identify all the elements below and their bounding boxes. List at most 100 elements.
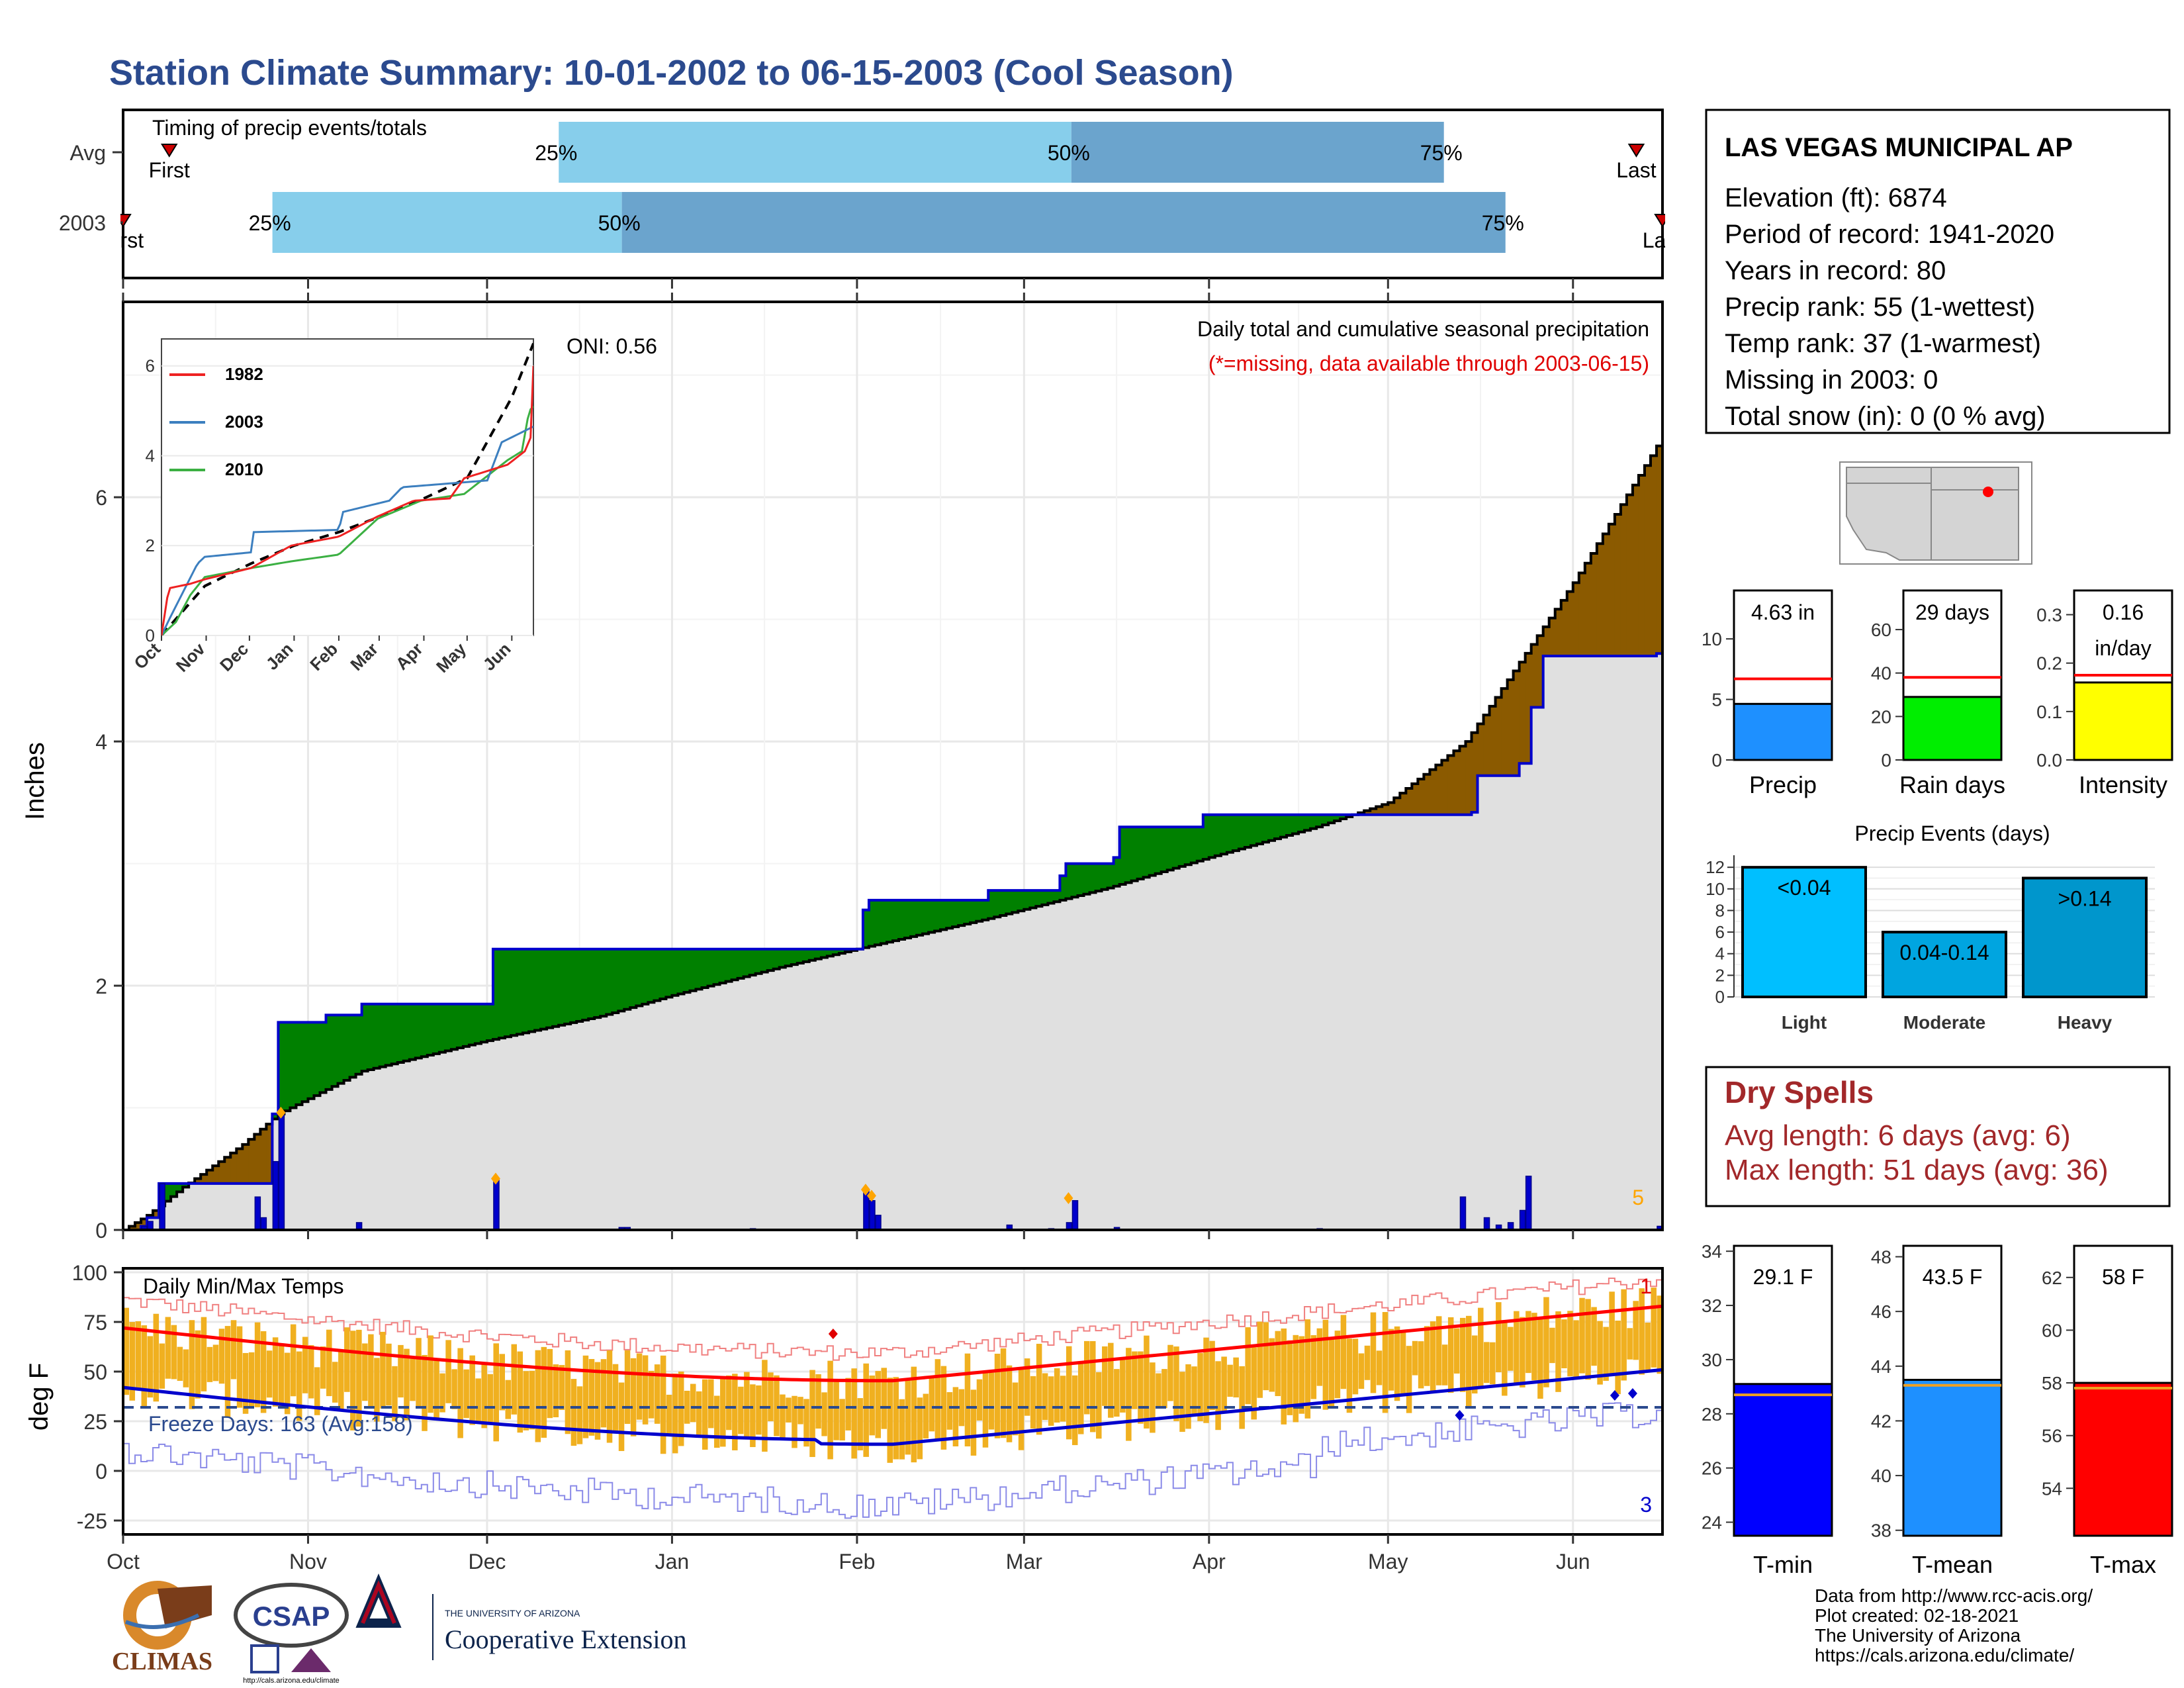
credit-line: Data from http://www.rcc-acis.org/ bbox=[1815, 1585, 2093, 1606]
above-average-fill bbox=[1173, 827, 1180, 868]
daily-temp-bar bbox=[1298, 1336, 1305, 1414]
daily-temp-bar bbox=[1645, 1323, 1651, 1370]
credits: Data from http://www.rcc-acis.org/ Plot … bbox=[1815, 1585, 2093, 1665]
precip-note: Daily total and cumulative seasonal prec… bbox=[1197, 317, 1649, 341]
above-average-fill bbox=[988, 890, 995, 919]
above-average-fill bbox=[1340, 814, 1347, 819]
figure-title: Station Climate Summary: 10-01-2002 to 0… bbox=[109, 53, 1234, 93]
daily-temp-bar bbox=[1382, 1312, 1388, 1413]
daily-temp-bar bbox=[517, 1351, 523, 1433]
daily-temp-bar bbox=[1376, 1350, 1383, 1385]
daily-temp-bar bbox=[356, 1329, 362, 1427]
temp-bar-value: 58 F bbox=[2102, 1265, 2144, 1289]
daily-temp-bar bbox=[374, 1358, 380, 1422]
summary-bar-value: 0.16 bbox=[2103, 600, 2144, 624]
above-average-fill bbox=[785, 949, 792, 966]
daily-temp-bar bbox=[433, 1358, 439, 1419]
daily-temp-bar bbox=[744, 1372, 750, 1438]
above-average-fill bbox=[553, 949, 559, 1027]
daily-precip-bar bbox=[260, 1217, 267, 1230]
above-average-fill bbox=[421, 1004, 428, 1057]
above-average-fill bbox=[725, 949, 733, 982]
heavy-event-marker bbox=[276, 1106, 286, 1119]
daily-temp-bar bbox=[1561, 1319, 1567, 1368]
daily-temp-bar bbox=[1209, 1340, 1215, 1411]
daily-temp-bar bbox=[899, 1399, 905, 1460]
below-average-fill bbox=[1578, 573, 1586, 656]
below-average-fill bbox=[1495, 697, 1502, 776]
above-average-fill bbox=[1113, 857, 1120, 886]
above-average-fill bbox=[588, 949, 595, 1019]
daily-temp-bar bbox=[302, 1336, 308, 1393]
above-average-fill bbox=[492, 949, 500, 1040]
daily-temp-bar bbox=[1412, 1340, 1418, 1376]
timing-row-label: Avg bbox=[69, 141, 106, 165]
daily-temp-bar bbox=[1287, 1340, 1293, 1415]
inset-y-tick-label: 2 bbox=[146, 536, 155, 555]
daily-temp-bar bbox=[1096, 1372, 1102, 1439]
y-tick-label: 8 bbox=[1715, 900, 1725, 920]
below-average-fill bbox=[236, 1149, 243, 1184]
daily-temp-bar bbox=[165, 1317, 171, 1379]
above-average-fill bbox=[612, 949, 619, 1013]
daily-precip-bar bbox=[1525, 1176, 1532, 1230]
above-average-fill bbox=[600, 949, 607, 1017]
daily-temp-bar bbox=[1496, 1302, 1502, 1373]
y-tick-label: 0.0 bbox=[2036, 750, 2062, 771]
above-average-fill bbox=[833, 949, 840, 955]
daily-temp-bar bbox=[654, 1364, 660, 1424]
average-cumulative-line bbox=[123, 434, 1662, 1230]
above-average-fill bbox=[952, 900, 959, 927]
daily-temp-bar bbox=[230, 1320, 237, 1380]
y-tick-label: 40 bbox=[1871, 663, 1891, 684]
above-average-fill bbox=[338, 1015, 345, 1084]
above-average-fill bbox=[690, 949, 697, 991]
summary-bar bbox=[1733, 702, 1833, 761]
daily-temp-bar bbox=[1000, 1348, 1007, 1438]
daily-temp-bar bbox=[1424, 1326, 1430, 1386]
y-tick-label: 20 bbox=[1871, 706, 1891, 727]
above-average-fill bbox=[1226, 814, 1234, 853]
below-average-fill bbox=[1388, 802, 1394, 815]
daily-temp-bar bbox=[1549, 1327, 1555, 1364]
timing-bar-upper bbox=[621, 192, 1506, 253]
above-average-fill bbox=[797, 949, 804, 963]
above-average-fill bbox=[296, 1022, 303, 1105]
record-marker bbox=[1627, 1388, 1637, 1399]
daily-temp-bar bbox=[1120, 1358, 1126, 1413]
below-average-fill bbox=[1465, 741, 1473, 815]
below-average-fill bbox=[1477, 724, 1484, 776]
y-tick-label: 44 bbox=[1871, 1356, 1891, 1377]
station-info-line: Precip rank: 55 (1-wettest) bbox=[1725, 293, 2035, 322]
daily-temp-bar bbox=[505, 1380, 512, 1419]
daily-temp-bar bbox=[141, 1325, 148, 1409]
precip-event-bar bbox=[2022, 876, 2148, 998]
above-average-fill bbox=[678, 949, 685, 994]
below-average-fill bbox=[1412, 783, 1418, 815]
below-average-fill bbox=[1394, 798, 1400, 815]
above-average-fill bbox=[940, 900, 947, 930]
above-average-fill bbox=[1293, 814, 1299, 834]
above-average-fill bbox=[946, 900, 953, 929]
below-average-fill bbox=[1555, 609, 1562, 656]
timing-bar-lower bbox=[559, 122, 1071, 183]
daily-temp-bar bbox=[582, 1355, 589, 1438]
temp-bar bbox=[1902, 1378, 2003, 1537]
above-average-fill bbox=[326, 1015, 333, 1090]
daily-temp-bar bbox=[1543, 1297, 1549, 1387]
credit-line: The University of Arizona bbox=[1815, 1625, 2021, 1646]
below-average-fill bbox=[1406, 788, 1412, 815]
daily-temp-bar bbox=[463, 1369, 469, 1419]
daily-temp-bar bbox=[1651, 1288, 1657, 1368]
daily-temp-bar bbox=[410, 1358, 416, 1401]
daily-temp-bar bbox=[1585, 1299, 1591, 1380]
daily-temp-bar bbox=[1197, 1352, 1203, 1421]
daily-temp-bar bbox=[1400, 1331, 1406, 1395]
daily-temp-bar bbox=[1627, 1328, 1633, 1360]
below-average-fill bbox=[1430, 769, 1437, 815]
dry-spells-title: Dry Spells bbox=[1725, 1075, 1874, 1109]
daily-precip-bar bbox=[1006, 1224, 1013, 1230]
above-average-fill bbox=[606, 949, 613, 1015]
daily-temp-bar bbox=[1478, 1307, 1484, 1389]
daily-temp-bar bbox=[171, 1325, 177, 1380]
